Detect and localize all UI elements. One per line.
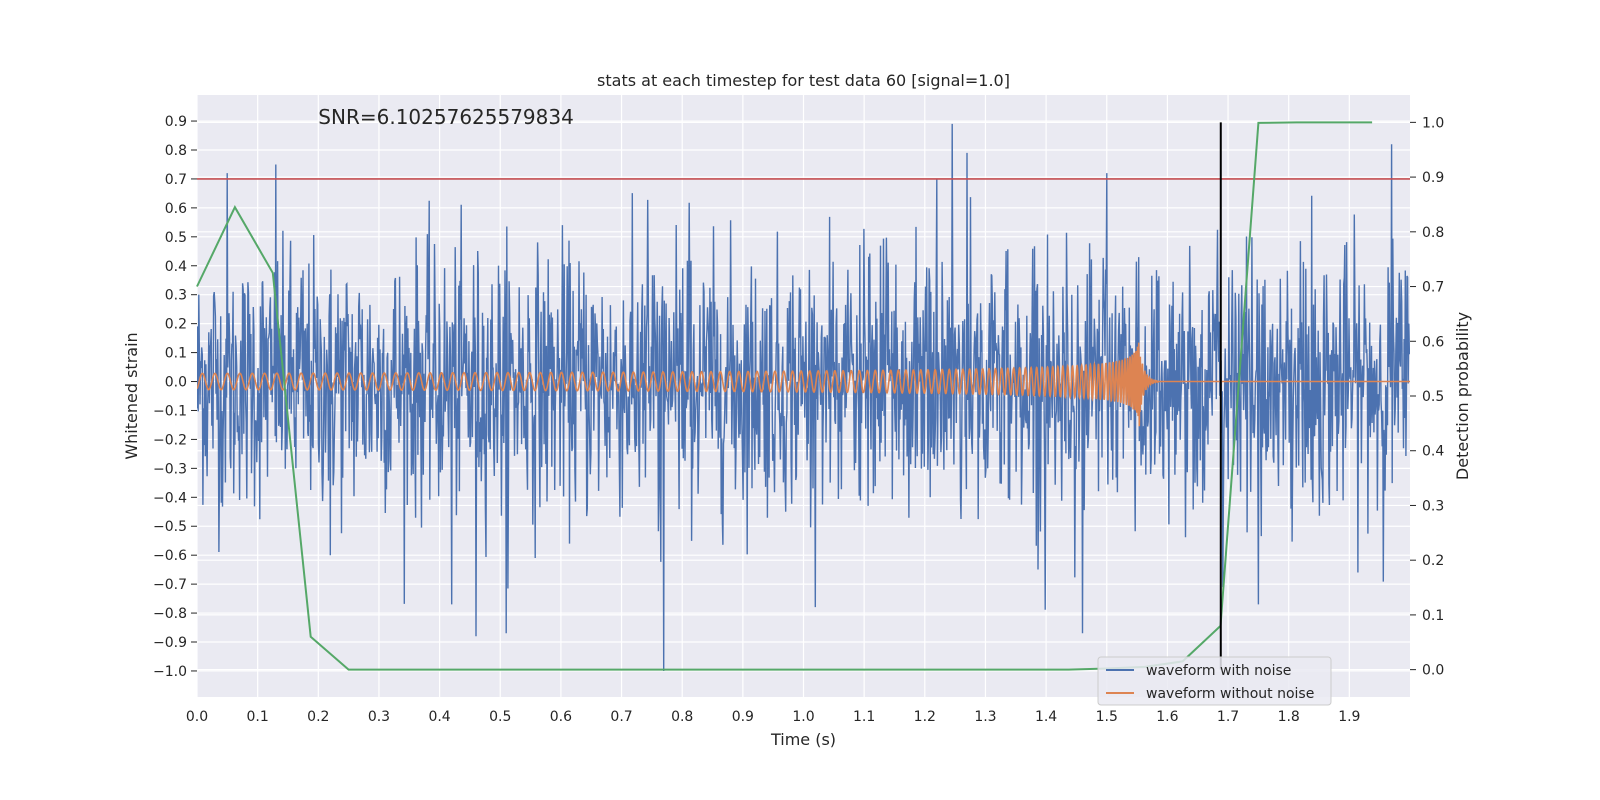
- y-tick-label: −0.5: [153, 519, 187, 535]
- x-tick-label: 0.8: [671, 709, 693, 725]
- y-tick-label: −1.0: [153, 664, 187, 680]
- x-tick-label: 1.6: [1156, 709, 1178, 725]
- x-tick-label: 0.7: [610, 709, 632, 725]
- x-tick-label: 0.4: [428, 709, 450, 725]
- y2-axis-label: Detection probability: [1453, 312, 1472, 480]
- x-tick-label: 1.7: [1217, 709, 1239, 725]
- x-tick-label: 0.5: [489, 709, 511, 725]
- y2-tick-label: 0.2: [1422, 553, 1444, 569]
- y-tick-label: 0.9: [165, 114, 187, 130]
- y-tick-label: 0.3: [165, 288, 187, 304]
- y2-tick-label: 0.1: [1422, 608, 1444, 624]
- y-axis-label: Whitened strain: [122, 332, 141, 459]
- y2-tick-label: 0.5: [1422, 389, 1444, 405]
- y-tick-label: 0.4: [165, 259, 187, 275]
- x-axis-label: Time (s): [770, 730, 836, 749]
- legend-label-noise: waveform with noise: [1146, 663, 1291, 679]
- x-tick-label: 1.8: [1278, 709, 1300, 725]
- x-tick-label: 1.4: [1035, 709, 1057, 725]
- grid: [196, 95, 1410, 697]
- y-tick-label: −0.4: [153, 490, 187, 506]
- snr-annotation: SNR=6.10257625579834: [318, 105, 574, 129]
- x-tick-label: 1.3: [974, 709, 996, 725]
- y-tick-label: −0.7: [153, 577, 187, 593]
- y-tick-label: −0.1: [153, 403, 187, 419]
- y-tick-label: −0.2: [153, 432, 187, 448]
- y-tick-label: 0.1: [165, 346, 187, 362]
- y2-tick-label: 0.7: [1422, 280, 1444, 296]
- series-layer: [196, 121, 1410, 672]
- legend-label-clean: waveform without noise: [1146, 686, 1314, 702]
- series-line-waveform-without-noise: [197, 342, 1410, 427]
- y-tick-label: 0.8: [165, 143, 187, 159]
- x-tick-label: 0.0: [186, 709, 208, 725]
- x-tick-label: 1.9: [1338, 709, 1360, 725]
- legend: waveform with noise waveform without noi…: [1097, 656, 1332, 706]
- y-tick-label: −0.6: [153, 548, 187, 564]
- y2-tick-label: 0.3: [1422, 498, 1444, 514]
- y-tick-label: −0.8: [153, 606, 187, 622]
- x-tick-label: 0.9: [732, 709, 754, 725]
- x-tick-label: 1.0: [792, 709, 814, 725]
- chart-title: stats at each timestep for test data 60 …: [597, 71, 1010, 90]
- y2-tick-label: 0.9: [1422, 170, 1444, 186]
- x-tick-label: 1.1: [853, 709, 875, 725]
- x-ticks: 0.0 0.1 0.2 0.3 0.4 0.5 0.6 0.7 0.8 0.9 1.0 1.1 1.2 1…: [186, 709, 1361, 725]
- x-tick-label: 0.2: [307, 709, 329, 725]
- y-tick-label: 0.5: [165, 230, 187, 246]
- y-ticks: 0.9 0.8 0.7 0.6 0.5 0.4 0.3 0.2 0.1 0.0 −0.1 −0.2 −0…: [153, 114, 197, 680]
- legend-box: [1097, 656, 1332, 706]
- y2-tick-label: 0.0: [1422, 663, 1444, 679]
- y-tick-label: −0.3: [153, 461, 187, 477]
- x-tick-label: 0.6: [550, 709, 572, 725]
- y-tick-label: 0.0: [165, 375, 187, 391]
- x-tick-label: 0.3: [368, 709, 390, 725]
- y-tick-label: −0.9: [153, 635, 187, 651]
- y2-tick-label: 0.8: [1422, 225, 1444, 241]
- y2-tick-label: 0.6: [1422, 334, 1444, 350]
- y-tick-label: 0.6: [165, 201, 187, 217]
- y2-tick-label: 1.0: [1422, 115, 1444, 131]
- y2-tick-label: 0.4: [1422, 444, 1444, 460]
- x-tick-label: 1.2: [914, 709, 936, 725]
- y-tick-label: 0.2: [165, 317, 187, 333]
- x-tick-label: 0.1: [247, 709, 269, 725]
- y2-ticks: 1.0 0.9 0.8 0.7 0.6 0.5 0.4 0.3 0.2 0.1 0.0: [1410, 115, 1444, 679]
- series-line-waveform-with-noise: [197, 123, 1410, 672]
- x-tick-label: 1.5: [1096, 709, 1118, 725]
- y-tick-label: 0.7: [165, 172, 187, 188]
